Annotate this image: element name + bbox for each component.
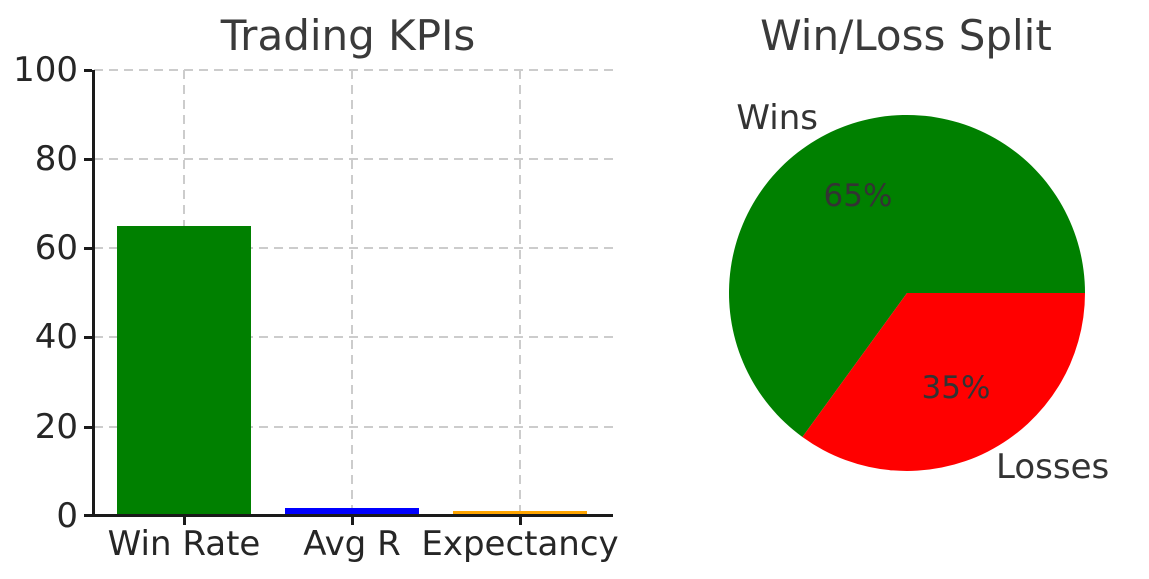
pie-label-losses: Losses (996, 447, 1110, 487)
gridline-h-40 (94, 336, 613, 338)
pie-slice-losses (802, 293, 1085, 471)
gridline-h-80 (94, 158, 613, 160)
y-tick-label-0: 0 (56, 496, 78, 536)
x-tick-label-win-rate: Win Rate (107, 524, 261, 564)
y-tick-mark-80 (84, 158, 92, 161)
y-tick-mark-0 (84, 514, 92, 517)
y-tick-mark-60 (84, 247, 92, 250)
pie-pct-losses: 35% (921, 370, 991, 406)
y-tick-mark-100 (84, 69, 92, 72)
x-tick-label-expectancy: Expectancy (421, 524, 619, 564)
bar-chart-title: Trading KPIs (220, 11, 476, 60)
pie-svg (729, 114, 1085, 471)
gridline-v-expectancy (519, 70, 521, 516)
pie-pct-wins: 65% (823, 178, 893, 214)
x-axis-spine (92, 514, 613, 517)
y-tick-label-40: 40 (34, 317, 78, 357)
pie-chart-subplot: Win/Loss Split Wins Losses 65% 35% (640, 0, 1149, 579)
y-tick-mark-40 (84, 336, 92, 339)
y-axis-spine (92, 70, 95, 517)
x-tick-mark-avg-r (351, 517, 354, 525)
bar-expectancy (453, 511, 587, 516)
y-tick-label-100: 100 (13, 50, 78, 90)
x-tick-mark-expectancy (519, 517, 522, 525)
pie-chart-title: Win/Loss Split (760, 11, 1052, 60)
x-tick-mark-win-rate (183, 517, 186, 525)
gridline-h-20 (94, 426, 613, 428)
pie-label-wins: Wins (736, 98, 818, 138)
bar-chart-subplot: Trading KPIs 100 80 60 40 20 (13, 11, 619, 564)
y-tick-label-60: 60 (34, 228, 78, 268)
bar-avg-r (285, 508, 419, 516)
x-tick-label-avg-r: Avg R (303, 524, 401, 564)
y-tick-mark-20 (84, 426, 92, 429)
pie-slice-wins (729, 114, 1085, 437)
gridline-h-100 (94, 69, 613, 71)
gridline-h-60 (94, 247, 613, 249)
gridline-v-avg-r (351, 70, 353, 516)
y-tick-label-20: 20 (34, 407, 78, 447)
bar-win-rate (117, 226, 251, 516)
y-tick-label-80: 80 (34, 139, 78, 179)
